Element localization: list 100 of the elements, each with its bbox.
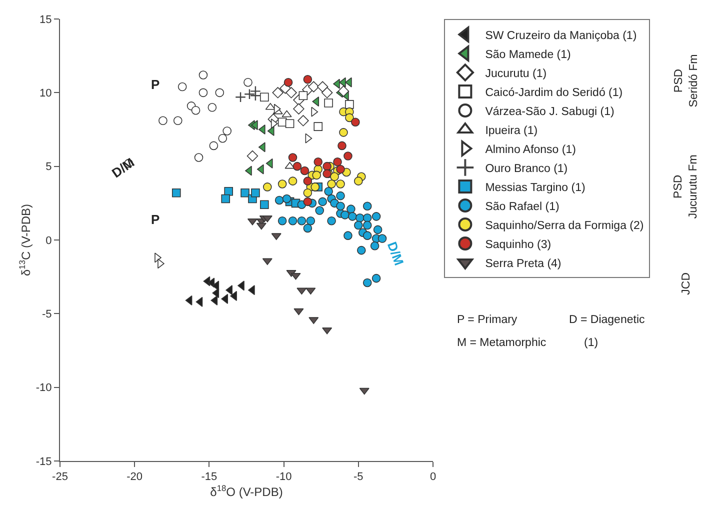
point (209, 141, 218, 150)
point (208, 103, 217, 112)
point (251, 188, 260, 198)
text: (1) (584, 337, 598, 349)
point (297, 216, 306, 226)
point (212, 288, 220, 298)
point (267, 126, 274, 136)
legend-label: Saquinho (3) (485, 238, 552, 251)
point (300, 166, 310, 176)
point (308, 81, 320, 92)
point (215, 88, 224, 98)
y-tick-label: 5 (46, 161, 52, 174)
x-tick-label: -20 (126, 471, 143, 484)
point (172, 188, 181, 198)
point (303, 197, 312, 206)
point (336, 202, 345, 211)
text: M = Metamorphic (457, 337, 546, 349)
point (303, 188, 312, 198)
point (294, 308, 304, 316)
point (340, 210, 350, 220)
point (303, 224, 312, 233)
text: P = Primary (457, 314, 518, 326)
legend-label: Messias Targino (1) (485, 182, 586, 194)
point (327, 180, 336, 188)
point (298, 115, 309, 126)
point (262, 182, 272, 192)
legend-label: Ouro Branco (1) (485, 162, 568, 175)
point (330, 172, 339, 182)
point (210, 295, 218, 306)
point (322, 327, 332, 334)
point (315, 206, 324, 215)
point (221, 194, 230, 204)
point (288, 216, 298, 226)
point (240, 188, 250, 198)
point (362, 278, 372, 288)
point (303, 176, 312, 186)
point (336, 191, 345, 200)
point (198, 88, 208, 98)
point (322, 162, 332, 171)
point (324, 186, 333, 196)
point (354, 176, 363, 186)
legend-label: Várzea-São J. Sabugi (1) (485, 106, 614, 118)
point (318, 197, 327, 206)
annotation: D/M (384, 240, 407, 268)
legend-label: São Mamede (1) (485, 48, 572, 61)
x-tick-label: 0 (430, 471, 436, 484)
point (235, 92, 246, 103)
point (338, 86, 350, 97)
point (292, 162, 302, 171)
point (306, 216, 316, 226)
y-tick-label: -10 (36, 382, 52, 394)
point (221, 294, 228, 304)
legend-label: Caicó-Jardim do Seridó (1) (485, 86, 623, 99)
point (312, 170, 322, 180)
point (224, 186, 233, 196)
point (362, 220, 372, 230)
point (278, 180, 287, 188)
point (321, 87, 333, 98)
point (212, 280, 220, 291)
point (346, 204, 356, 214)
point (274, 196, 284, 205)
annotation: D/M (108, 154, 138, 181)
x-tick-label: -10 (276, 471, 292, 484)
point (362, 202, 372, 211)
text: PSD Jucurutu Fm (672, 154, 700, 219)
y-tick-label: 0 (46, 234, 52, 247)
point (356, 246, 366, 255)
x-tick-label: -25 (52, 471, 68, 484)
point (345, 113, 354, 122)
point (298, 91, 308, 100)
legend-label: Ipueira (1) (485, 124, 538, 137)
point (372, 274, 381, 283)
x-tick-label: -15 (201, 471, 218, 484)
point (305, 133, 312, 144)
point (344, 231, 352, 240)
point (310, 182, 320, 192)
point (284, 78, 293, 87)
point (362, 231, 372, 240)
point (303, 75, 312, 84)
text: PSD Seridó Fm (672, 54, 700, 108)
point (288, 153, 298, 162)
point (173, 116, 182, 126)
point (218, 134, 228, 143)
point (247, 218, 258, 226)
point (272, 87, 284, 98)
legend-label: São Rafael (1) (485, 200, 560, 213)
legend-label: Saquinho/Serra da Formiga (2) (485, 220, 644, 232)
point (324, 98, 333, 108)
point (274, 104, 281, 114)
point (344, 152, 352, 160)
point (282, 194, 292, 204)
point (311, 106, 318, 117)
point (354, 220, 363, 230)
point (314, 158, 323, 166)
y-tick-label: -5 (42, 308, 52, 321)
text: D = Diagenetic (569, 314, 645, 326)
point (372, 212, 381, 221)
y-tick-label: 10 (40, 88, 52, 100)
x-axis-title: δ$^{18}$O (V-PDB) (210, 483, 283, 500)
point (260, 200, 269, 210)
